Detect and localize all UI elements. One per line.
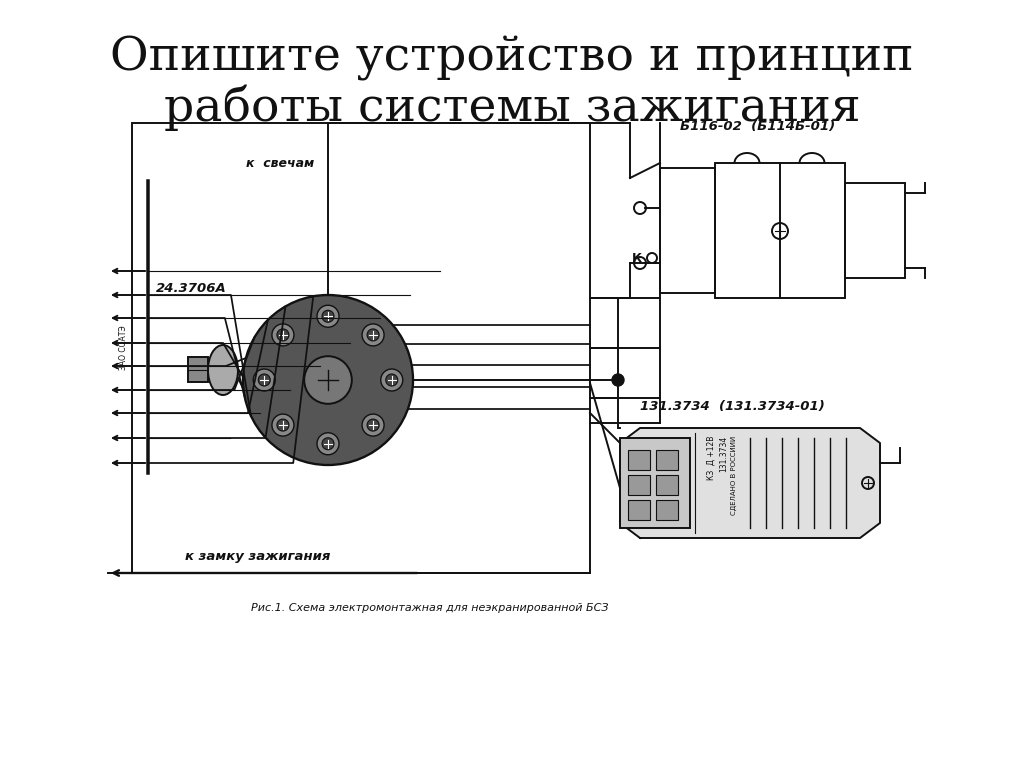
Circle shape — [381, 369, 402, 391]
Bar — [620, 438, 690, 528]
Text: ЗАО СОАТЭ: ЗАО СОАТЭ — [119, 326, 128, 370]
Bar — [656, 500, 678, 520]
Circle shape — [243, 295, 413, 465]
Circle shape — [304, 356, 352, 404]
Text: Рис.1. Схема электромонтажная для неэкранированной БСЗ: Рис.1. Схема электромонтажная для неэкра… — [251, 603, 608, 613]
Circle shape — [362, 414, 384, 436]
Circle shape — [317, 305, 339, 327]
Circle shape — [317, 432, 339, 455]
Bar — [188, 357, 208, 382]
Text: Б116-02  (Б114Б-01): Б116-02 (Б114Б-01) — [680, 120, 836, 133]
Text: к замку зажигания: к замку зажигания — [185, 550, 331, 563]
Text: 131.3734: 131.3734 — [719, 436, 728, 472]
Bar — [656, 450, 678, 470]
Circle shape — [386, 374, 397, 386]
Text: 24.3706А: 24.3706А — [156, 282, 226, 294]
Text: Опишите устройство и принцип: Опишите устройство и принцип — [111, 35, 913, 81]
Circle shape — [253, 369, 275, 391]
Circle shape — [612, 374, 624, 386]
Text: работы системы зажигания: работы системы зажигания — [164, 84, 860, 131]
Circle shape — [322, 310, 334, 323]
Bar — [845, 183, 905, 278]
Circle shape — [258, 374, 270, 386]
Bar — [628, 500, 650, 520]
Text: 131.3734  (131.3734-01): 131.3734 (131.3734-01) — [640, 400, 824, 413]
Circle shape — [272, 414, 294, 436]
Text: СДЕЛАНО В РОССИИИ: СДЕЛАНО В РОССИИИ — [731, 436, 737, 515]
Polygon shape — [620, 428, 880, 538]
Circle shape — [322, 438, 334, 450]
Bar — [656, 475, 678, 495]
Circle shape — [276, 419, 289, 431]
Circle shape — [367, 329, 379, 341]
Bar — [660, 168, 715, 293]
Circle shape — [276, 329, 289, 341]
Text: К: К — [632, 251, 642, 264]
Circle shape — [362, 324, 384, 346]
Bar — [628, 450, 650, 470]
Ellipse shape — [208, 345, 238, 395]
Bar — [628, 475, 650, 495]
Circle shape — [272, 324, 294, 346]
Circle shape — [367, 419, 379, 431]
Text: к  свечам: к свечам — [246, 157, 314, 170]
Bar — [715, 163, 845, 298]
Text: КЗ  Д +12В: КЗ Д +12В — [707, 436, 716, 480]
Bar — [132, 123, 590, 573]
